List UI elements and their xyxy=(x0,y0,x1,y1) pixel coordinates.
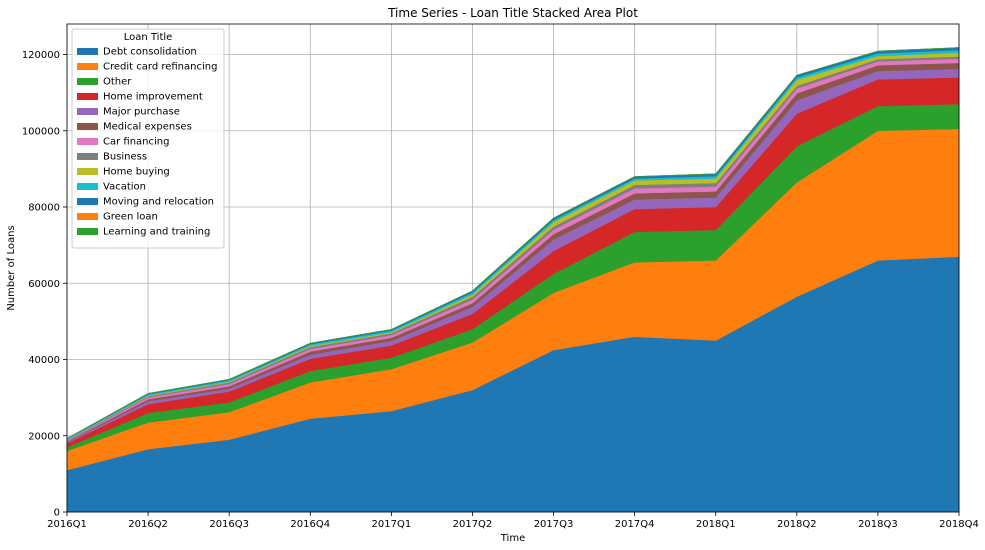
legend-swatch xyxy=(77,183,98,190)
legend-box xyxy=(71,28,225,249)
legend-label: Credit card refinancing xyxy=(103,62,217,73)
x-tick-label: 2018Q1 xyxy=(696,519,736,530)
legend-swatch xyxy=(77,228,98,235)
x-tick-label: 2016Q4 xyxy=(290,519,330,530)
legend-title: Loan Title xyxy=(124,32,173,43)
legend: Loan Title Debt consolidation Credit card… xyxy=(71,28,225,249)
x-tick-label: 2017Q2 xyxy=(453,519,493,530)
legend-swatch xyxy=(77,138,98,145)
legend-swatch xyxy=(77,48,98,55)
x-tick-label: 2017Q3 xyxy=(534,519,574,530)
y-tick-label: 0 xyxy=(54,508,60,519)
chart-title: Time Series - Loan Title Stacked Area Pl… xyxy=(387,6,638,20)
y-tick-label: 120000 xyxy=(22,50,60,61)
x-axis-title: Time xyxy=(500,533,525,544)
legend-label: Home buying xyxy=(103,167,170,178)
legend-swatch xyxy=(77,78,98,85)
legend-label: Debt consolidation xyxy=(103,47,197,58)
x-tick-label: 2016Q2 xyxy=(128,519,168,530)
y-axis-title: Number of Loans xyxy=(6,225,17,310)
x-tick-label: 2016Q3 xyxy=(209,519,249,530)
legend-label: Major purchase xyxy=(103,107,180,118)
x-tick-label: 2017Q1 xyxy=(372,519,412,530)
y-tick-label: 20000 xyxy=(28,431,60,442)
legend-label: Medical expenses xyxy=(103,122,192,133)
legend-label: Home improvement xyxy=(103,92,203,103)
x-tick-label: 2018Q4 xyxy=(939,519,979,530)
y-tick-label: 40000 xyxy=(28,355,60,366)
legend-swatch xyxy=(77,108,98,115)
plot-frame xyxy=(66,23,960,513)
legend-swatch xyxy=(77,213,98,220)
legend-swatch xyxy=(77,93,98,100)
legend-label: Moving and relocation xyxy=(103,197,214,208)
legend-label: Green loan xyxy=(103,212,158,223)
legend-label: Learning and training xyxy=(103,227,210,238)
y-tick-label: 60000 xyxy=(28,279,60,290)
axes: 0 20000 40000 60000 80000 100000 120000 2016Q1 2… xyxy=(22,23,979,530)
legend-label: Other xyxy=(103,77,132,88)
y-tick-label: 100000 xyxy=(22,126,60,137)
legend-swatch xyxy=(77,153,98,160)
x-tick-label: 2018Q3 xyxy=(858,519,898,530)
x-tick-label: 2018Q2 xyxy=(777,519,817,530)
y-tick-label: 80000 xyxy=(28,203,60,214)
x-tick-label: 2016Q1 xyxy=(47,519,87,530)
legend-swatch xyxy=(77,63,98,70)
area-layer xyxy=(66,47,960,513)
legend-swatch xyxy=(77,168,98,175)
legend-label: Business xyxy=(103,152,147,163)
legend-swatch xyxy=(77,123,98,130)
legend-label: Car financing xyxy=(103,137,169,148)
legend-label: Vacation xyxy=(103,182,146,193)
legend-swatch xyxy=(77,198,98,205)
x-tick-label: 2017Q4 xyxy=(615,519,655,530)
